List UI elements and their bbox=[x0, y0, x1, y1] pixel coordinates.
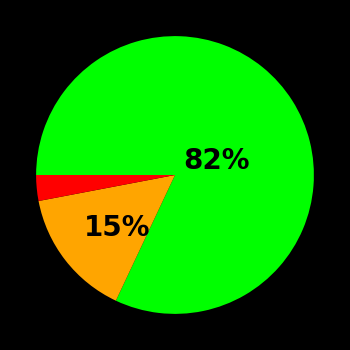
Wedge shape bbox=[36, 36, 314, 314]
Wedge shape bbox=[38, 175, 175, 301]
Text: 82%: 82% bbox=[183, 147, 250, 175]
Wedge shape bbox=[36, 175, 175, 201]
Text: 15%: 15% bbox=[83, 214, 150, 242]
